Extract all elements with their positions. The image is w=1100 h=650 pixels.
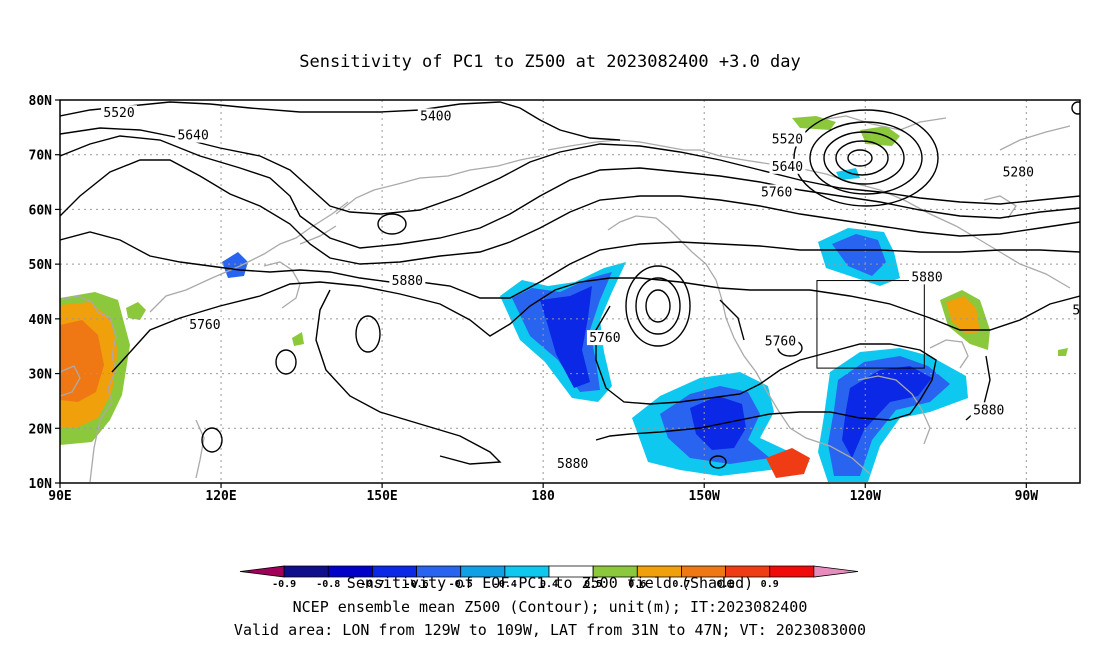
contour-label: 5760 <box>761 186 792 201</box>
contour-label: 5880 <box>392 274 423 289</box>
contour-label-bg <box>101 105 138 121</box>
contour-label-bg <box>175 127 212 143</box>
contour-label-bg <box>554 455 591 471</box>
colorbar-tick-label: -0.9 <box>272 579 296 590</box>
caption-line-1: Sensitivity of EOF PC1 to Z500 field (Sh… <box>347 574 753 592</box>
lat-tick-label: 40N <box>29 313 53 328</box>
lat-tick-label: 70N <box>29 149 53 164</box>
lon-tick-label: 120E <box>205 489 236 504</box>
shade-na-50n-mid <box>832 234 886 276</box>
lat-tick-label: 50N <box>29 258 53 273</box>
coastlines <box>60 115 1071 483</box>
lat-tick-label: 30N <box>29 368 53 383</box>
contour-label: 5880 <box>911 270 942 285</box>
contour-label: 5520 <box>103 106 134 121</box>
lat-tick-label: 20N <box>29 422 53 437</box>
colorbar-swatch <box>283 565 329 578</box>
longitude-labels: 90E 120E 150E 180 150W 120W 90W <box>48 483 1038 504</box>
colorbar-tick-label: -0.8 <box>316 579 340 590</box>
contour-label-bg <box>769 158 806 174</box>
colorbar: -0.9 -0.8 -0.7 -0.6 -0.5 -0.4 0.4 0.5 0.6 0.7 0.8 0… <box>239 565 859 590</box>
contour-label-bg <box>1000 164 1037 180</box>
colorbar-tick-label: 0.5 <box>584 579 602 590</box>
shade-blue-125e <box>222 252 248 278</box>
map-plot-area: 5520540056405520564057605280540058805880… <box>60 100 1100 483</box>
contour-label: 5400 <box>420 110 451 125</box>
colorbar-swatch <box>813 565 859 578</box>
contour-label: 5760 <box>589 331 620 346</box>
colorbar-swatch <box>239 565 285 578</box>
lon-tick-label: 180 <box>531 489 555 504</box>
contour-label-bg <box>909 269 945 285</box>
contour-label: 5760 <box>1072 304 1100 319</box>
sensitivity-shading <box>60 116 1068 482</box>
shade-pacific-150w-dark <box>540 286 592 388</box>
colorbar-tick-label: -0.7 <box>360 579 384 590</box>
contour-label-bg <box>186 316 223 332</box>
map-frame <box>59 99 1081 484</box>
shade-gulf-dark <box>842 366 932 458</box>
colorbar-tick-label: -0.4 <box>493 579 517 590</box>
shade-east-asia-red <box>60 320 104 402</box>
lon-tick-label: 120W <box>850 489 881 504</box>
contour-label: 5880 <box>973 403 1004 418</box>
contour-label-bg <box>970 402 1007 418</box>
contour-label-bg <box>762 333 799 349</box>
shade-atlantic-orange <box>946 296 980 334</box>
colorbar-tick-label: 0.8 <box>717 579 735 590</box>
colorbar-tick-label: -0.5 <box>449 579 473 590</box>
colorbar-tick-label: -0.6 <box>405 579 429 590</box>
latitude-labels: 80N 70N 60N 50N 40N 30N 20N 10N <box>29 94 60 492</box>
caption-line-3: Valid area: LON from 129W to 109W, LAT f… <box>234 621 866 639</box>
colorbar-tick-label: 0.7 <box>672 579 690 590</box>
map-grid <box>60 100 1080 483</box>
contour-label: 5880 <box>557 457 588 472</box>
colorbar-tick-label: 0.9 <box>761 579 779 590</box>
colorbar-swatch <box>769 565 815 578</box>
contour-label-bg <box>417 108 454 124</box>
caption-line-2: NCEP ensemble mean Z500 (Contour); unit(… <box>293 598 808 616</box>
shade-red-mexico <box>766 448 810 478</box>
figure-title: Sensitivity of PC1 to Z500 at 2023082400… <box>299 52 801 72</box>
shade-arctic-blue <box>836 168 860 180</box>
lat-tick-label: 10N <box>29 477 53 492</box>
contour-label-bg <box>389 273 426 289</box>
lon-tick-label: 150W <box>689 489 720 504</box>
lon-tick-label: 90W <box>1015 489 1039 504</box>
contour-label: 5640 <box>177 129 208 144</box>
colorbar-tick-label: 0.4 <box>540 579 558 590</box>
lon-tick-label: 150E <box>366 489 397 504</box>
contour-label: 5760 <box>189 318 220 333</box>
colorbar-tick-label: 0.6 <box>628 579 646 590</box>
lat-tick-label: 80N <box>29 94 53 109</box>
contour-label-bg <box>769 131 806 147</box>
shade-small-green-east <box>1058 348 1068 356</box>
shade-arctic-green-2 <box>860 126 900 146</box>
contour-label: 5280 <box>1003 165 1034 180</box>
z500-contours <box>60 101 1080 469</box>
contour-label: 5520 <box>772 132 803 147</box>
lon-tick-label: 90E <box>48 489 71 504</box>
contour-label-bg <box>758 184 795 200</box>
contour-label-bg <box>586 330 623 346</box>
shade-small-green-2 <box>292 332 304 346</box>
contour-label: 5760 <box>765 334 796 349</box>
valid-area-box <box>816 280 925 369</box>
shade-small-green-1 <box>126 302 146 320</box>
contour-labels: 5520540056405520564057605280540058805880… <box>101 105 1100 472</box>
contour-label: 5640 <box>772 160 803 175</box>
lat-tick-label: 60N <box>29 203 53 218</box>
contour-label-bg <box>1070 302 1080 318</box>
